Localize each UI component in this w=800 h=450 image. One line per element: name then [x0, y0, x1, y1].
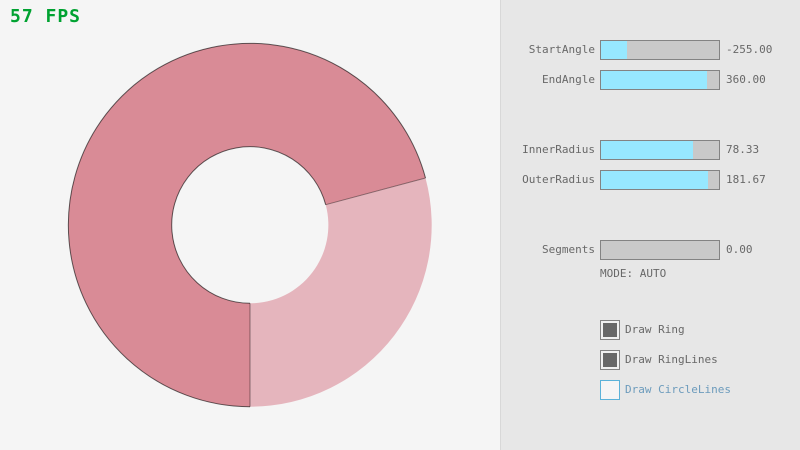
- slider-fill-startangle: [601, 41, 627, 59]
- fps-counter: 57 FPS: [10, 6, 82, 27]
- checkbox-draw-ring[interactable]: [600, 320, 620, 340]
- ring-outline-outer: [67, 42, 426, 408]
- ring-graphic: [67, 42, 432, 408]
- slider-label-outerradius: OuterRadius: [522, 173, 595, 186]
- ring-sector-light: [250, 178, 432, 407]
- checkbox-label-draw-ringlines: Draw RingLines: [625, 353, 718, 366]
- checkbox-draw-ringlines[interactable]: [600, 350, 620, 370]
- slider-startangle[interactable]: [600, 40, 720, 60]
- slider-value-startangle: -255.00: [726, 43, 773, 56]
- slider-value-endangle: 360.00: [726, 73, 766, 86]
- slider-value-outerradius: 181.67: [726, 173, 766, 186]
- slider-label-endangle: EndAngle: [542, 73, 595, 86]
- ring-outline-inner: [171, 146, 327, 304]
- slider-label-startangle: StartAngle: [528, 43, 595, 56]
- slider-value-innerradius: 78.33: [726, 143, 760, 156]
- slider-label-segments: Segments: [542, 243, 595, 256]
- checkbox-label-draw-circlelines: Draw CircleLines: [625, 383, 731, 396]
- ring-sector-dark: [68, 43, 426, 407]
- slider-fill-outerradius: [601, 171, 709, 189]
- ring-capline-upper-right: [325, 177, 426, 206]
- slider-fill-endangle: [601, 71, 708, 89]
- checkbox-draw-circlelines[interactable]: [600, 380, 620, 400]
- slider-value-segments: 0.00: [726, 243, 753, 256]
- slider-innerradius[interactable]: [600, 140, 720, 160]
- slider-outerradius[interactable]: [600, 170, 720, 190]
- checkbox-label-draw-ring: Draw Ring: [625, 323, 685, 336]
- slider-segments[interactable]: [600, 240, 720, 260]
- slider-label-innerradius: InnerRadius: [522, 143, 595, 156]
- slider-endangle[interactable]: [600, 70, 720, 90]
- slider-fill-innerradius: [601, 141, 694, 159]
- mode-label: MODE: AUTO: [600, 267, 667, 280]
